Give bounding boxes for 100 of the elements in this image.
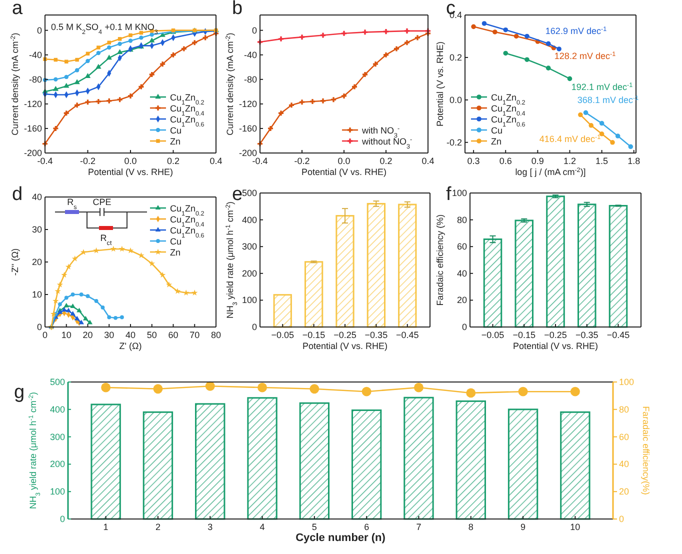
legend-label: Cu — [491, 126, 503, 136]
legend-label: Zn — [491, 136, 502, 146]
x-tick-label: 0.6 — [499, 156, 512, 166]
y-tick-label: -120 — [238, 98, 257, 109]
y-tick-label: -40 — [28, 50, 42, 60]
x-tick-label: −0.15 — [512, 330, 536, 340]
chart-title: d — [12, 184, 23, 205]
y2-tick-label: 40 — [619, 459, 630, 470]
x-tick-label: 7 — [416, 522, 422, 532]
x-tick-label: 1.5 — [596, 156, 608, 166]
legend-label: Cu — [170, 126, 182, 136]
x-tick-label: 3 — [208, 522, 213, 532]
x-axis-title: Potential (V vs. RHE) — [302, 341, 388, 351]
x-tick-label: 0.0 — [124, 156, 137, 166]
annotation: R$_{s}$ — [67, 197, 77, 210]
y-axis-title: Potential (V vs. RHE) — [435, 41, 445, 127]
y2-axis-title: Faradaic efficiency(%) — [641, 406, 651, 495]
x-tick-label: -0.4 — [37, 156, 53, 166]
x-tick-label: −0.45 — [396, 330, 419, 340]
legend-label: Cu$_{1}$Zn$_{0.6}$ — [491, 114, 526, 128]
y2-tick-label: 0 — [619, 514, 624, 524]
y-tick-label: 0.2 — [449, 52, 462, 62]
y-tick-label: 100 — [242, 295, 257, 306]
legend-label: Cu — [170, 236, 182, 246]
x-tick-label: 0.2 — [166, 156, 180, 166]
x-tick-label: 0.2 — [380, 156, 392, 166]
x-tick-label: 5 — [312, 522, 317, 532]
y-tick-label: 60 — [456, 242, 467, 252]
y-axis-title: Faradaic efficiency (%) — [435, 214, 445, 306]
y-tick-label: 20 — [32, 257, 42, 267]
x-tick-label: −0.25 — [544, 330, 567, 340]
x-tick-label: 0.4 — [210, 156, 222, 166]
annotation: 192.1 mV dec$^{-1}$ — [571, 82, 634, 92]
y-tick-label: 300 — [50, 432, 65, 442]
chart-title: a — [12, 0, 23, 19]
y-tick-label: 500 — [242, 188, 257, 198]
y-tick-label: 200 — [242, 268, 257, 278]
legend-label: Cu$_{1}$Zn$_{0.6}$ — [170, 114, 205, 128]
x-tick-label: 30 — [104, 330, 114, 340]
x-tick-label: 80 — [210, 330, 222, 340]
legend-label: Cu$_{1}$Zn$_{0.4}$ — [170, 104, 205, 117]
x-tick-label: −0.05 — [481, 330, 504, 340]
y-tick-label: 300 — [242, 242, 257, 252]
x-tick-label: −0.15 — [302, 330, 326, 340]
legend-label: Cu$_{1}$Zn$_{0.4}$ — [170, 214, 205, 228]
y-tick-label: 200 — [50, 459, 65, 470]
y-tick-label: 0 — [462, 322, 467, 332]
y-tick-label: 0 — [60, 514, 65, 524]
x-tick-label: 1.8 — [628, 156, 640, 166]
x-tick-label: 60 — [168, 330, 178, 340]
x-tick-label: 4 — [260, 522, 265, 532]
x-tick-label: 9 — [520, 522, 526, 532]
y-tick-label: 100 — [50, 486, 65, 497]
x-axis-title: Z' (Ω) — [119, 341, 142, 351]
y2-tick-label: 100 — [619, 377, 634, 387]
x-tick-label: 6 — [364, 522, 370, 532]
y-tick-label: -80 — [244, 74, 257, 84]
x-tick-label: 0.3 — [467, 156, 480, 166]
y-tick-label: 0 — [36, 25, 42, 36]
y-tick-label: -160 — [238, 123, 257, 134]
y-tick-label: 0 — [252, 322, 257, 332]
x-tick-label: -0.2 — [294, 156, 310, 166]
legend-label: Cu$_{1}$Zn$_{0.6}$ — [170, 226, 205, 239]
x-tick-label: −0.35 — [575, 330, 598, 340]
y-tick-label: 0 — [36, 322, 42, 332]
y-tick-label: 0.0 — [449, 94, 462, 105]
x-tick-label: 0.4 — [422, 156, 434, 166]
y-tick-label: -0.2 — [446, 137, 462, 148]
y-tick-label: -160 — [24, 123, 42, 134]
y-tick-label: 100 — [452, 188, 467, 198]
y-tick-label: -120 — [24, 98, 42, 109]
x-tick-label: −0.25 — [334, 330, 356, 340]
legend-label: Zn — [170, 136, 181, 146]
x-tick-label: 20 — [82, 330, 93, 340]
x-tick-label: −0.45 — [606, 330, 630, 340]
legend-label: Cu$_{1}$Zn$_{0.2}$ — [170, 92, 205, 106]
x-tick-label: 8 — [468, 522, 474, 532]
y-tick-label: 500 — [50, 377, 65, 387]
legend-label: Cu$_{1}$Zn$_{0.2}$ — [491, 92, 526, 106]
y2-tick-label: 20 — [619, 486, 630, 497]
y-tick-label: -200 — [24, 148, 42, 158]
x-tick-label: 0.9 — [531, 156, 544, 166]
y-axis-title: -Z'' (Ω) — [10, 248, 20, 276]
legend-label: Zn — [170, 248, 181, 258]
x-tick-label: -0.2 — [80, 156, 96, 166]
x-axis-title: Potential (V vs. RHE) — [88, 167, 174, 177]
x-tick-label: 50 — [146, 330, 157, 340]
x-axis-title: Cycle number (n) — [296, 532, 386, 544]
annotation: 416.4 mV dec$^{-1}$ — [539, 134, 602, 144]
y-tick-label: 40 — [32, 192, 42, 202]
annotation: 162.9 mV dec$^{-1}$ — [545, 26, 608, 36]
chart-title: b — [232, 0, 243, 19]
x-tick-label: -0.4 — [252, 156, 268, 166]
chart-title: g — [14, 382, 25, 403]
x-axis-title: Potential (V vs. RHE) — [301, 167, 387, 177]
y-tick-label: -80 — [28, 74, 42, 84]
x-tick-label: −0.05 — [271, 330, 294, 340]
x-axis-title: Potential (V vs. RHE) — [512, 341, 598, 351]
y-tick-label: 40 — [456, 268, 467, 278]
legend-label: Cu$_{1}$Zn$_{0.4}$ — [491, 104, 526, 117]
